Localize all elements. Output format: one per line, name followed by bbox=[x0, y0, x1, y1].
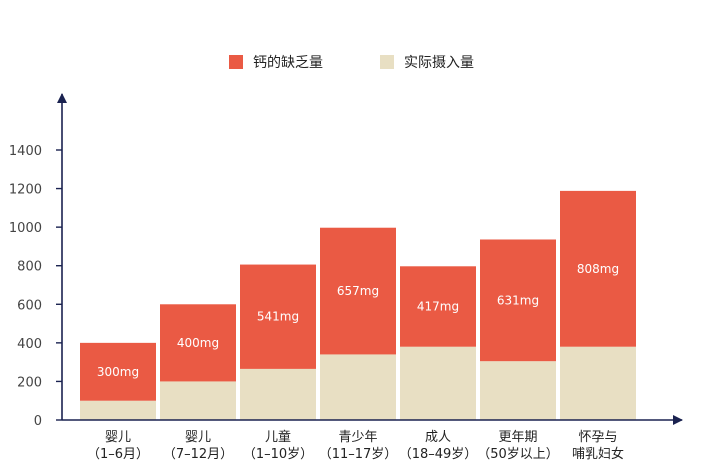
bar-value-label: 300mg bbox=[97, 365, 139, 379]
bar-deficit bbox=[480, 239, 556, 362]
y-tick-label: 0 bbox=[34, 414, 42, 429]
bar-deficit bbox=[320, 227, 396, 355]
bar-intake bbox=[320, 354, 396, 420]
x-tick-label: （18–49岁） bbox=[399, 447, 478, 462]
y-tick-label: 400 bbox=[17, 337, 42, 352]
x-tick-label: 成人 bbox=[425, 430, 451, 445]
bar-deficit bbox=[400, 266, 476, 347]
bar-intake bbox=[560, 346, 636, 420]
bar-value-label: 657mg bbox=[337, 284, 379, 298]
y-tick-label: 200 bbox=[17, 375, 42, 390]
x-tick-label: （1–10岁） bbox=[243, 447, 313, 462]
y-axis-ticks: 0 200 400 600 800 1000 1200 1400 bbox=[9, 144, 62, 429]
legend: 钙的缺乏量 实际摄入量 bbox=[229, 55, 474, 71]
x-tick-label: （50岁以上） bbox=[477, 447, 559, 462]
legend-swatch-deficit bbox=[229, 55, 243, 69]
bar-intake bbox=[400, 346, 476, 420]
bar-deficit bbox=[80, 342, 156, 401]
bar-value-label: 417mg bbox=[417, 300, 459, 314]
x-tick-label: 怀孕与 bbox=[578, 430, 617, 445]
bar-value-label: 631mg bbox=[497, 293, 539, 307]
x-axis-labels: 婴儿 （1–6月） 婴儿 （7–12月） 儿童 （1–10岁） 青少年 （11–17岁） 成人 （… bbox=[87, 429, 624, 462]
x-tick-label: 青少年 bbox=[338, 430, 377, 445]
y-tick-label: 1000 bbox=[9, 221, 42, 236]
y-tick-label: 1200 bbox=[9, 183, 42, 198]
bar-deficit bbox=[240, 264, 316, 369]
x-tick-label: 更年期 bbox=[498, 430, 537, 445]
y-tick-label: 800 bbox=[17, 260, 42, 275]
bar-value-label: 541mg bbox=[257, 310, 299, 324]
legend-label-intake: 实际摄入量 bbox=[404, 55, 474, 71]
legend-label-deficit: 钙的缺乏量 bbox=[253, 55, 323, 71]
y-tick-label: 1400 bbox=[9, 144, 42, 159]
x-tick-label: 儿童 bbox=[265, 429, 291, 445]
bar-intake bbox=[480, 361, 556, 420]
x-tick-label: 婴儿 bbox=[105, 430, 131, 445]
x-tick-label: （1–6月） bbox=[87, 447, 149, 462]
bar-intake bbox=[240, 368, 316, 420]
x-tick-label: （7–12月） bbox=[163, 447, 233, 462]
bar-intake bbox=[160, 381, 236, 420]
bar-intake bbox=[80, 400, 156, 420]
bar-value-label: 400mg bbox=[177, 336, 219, 350]
x-tick-label: 哺乳妇女 bbox=[572, 446, 624, 462]
y-tick-label: 600 bbox=[17, 298, 42, 313]
x-tick-label: （11–17岁） bbox=[319, 447, 398, 462]
bars: 300mg 400mg 541mg 657mg 417mg 631mg 808mg bbox=[80, 190, 636, 420]
legend-swatch-intake bbox=[380, 55, 394, 69]
x-tick-label: 婴儿 bbox=[185, 430, 211, 445]
bar-value-label: 808mg bbox=[577, 262, 619, 276]
bar-deficit bbox=[160, 304, 236, 382]
bar-deficit bbox=[560, 190, 636, 347]
